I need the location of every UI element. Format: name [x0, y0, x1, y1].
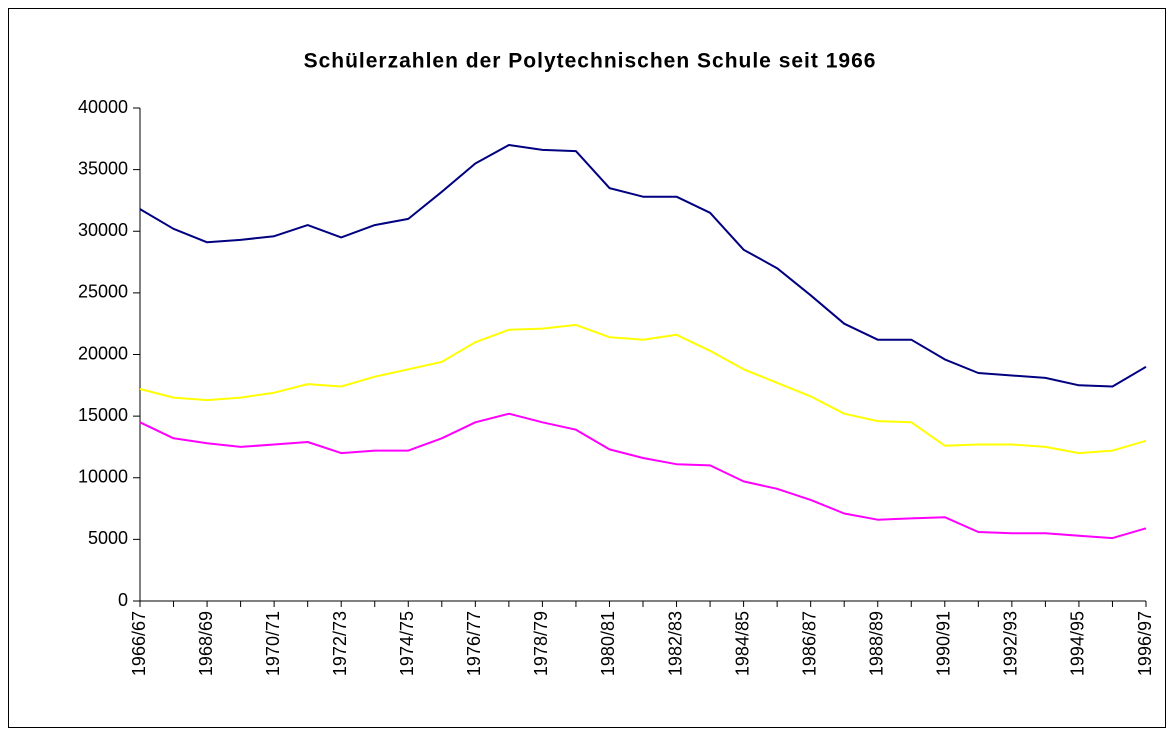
y-tick-label: 25000 — [78, 282, 128, 302]
y-tick-label: 5000 — [88, 528, 128, 548]
x-tick-label: 1970/71 — [263, 611, 283, 676]
x-tick-label: 1966/67 — [129, 611, 149, 676]
x-tick-label: 1986/87 — [799, 611, 819, 676]
x-tick-label: 1968/69 — [196, 611, 216, 676]
y-tick-label: 10000 — [78, 467, 128, 487]
series-line — [139, 412, 1147, 540]
x-tick-label: 1982/83 — [665, 611, 685, 676]
y-tick-label: 15000 — [78, 405, 128, 425]
x-tick-label: 1996/97 — [1135, 611, 1155, 676]
x-tick-label: 1980/81 — [598, 611, 618, 676]
chart-title: Schülerzahlen der Polytechnischen Schule… — [304, 50, 877, 73]
y-tick-label: 35000 — [78, 158, 128, 178]
x-tick-label: 1978/79 — [531, 611, 551, 676]
series-line — [139, 144, 1147, 388]
y-tick-label: 20000 — [78, 343, 128, 363]
x-tick-label: 1984/85 — [732, 611, 752, 676]
y-tick-label: 30000 — [78, 220, 128, 240]
series-line — [139, 323, 1147, 455]
y-tick-label: 0 — [118, 590, 128, 610]
x-tick-label: 1976/77 — [464, 611, 484, 676]
y-tick-label: 40000 — [78, 97, 128, 117]
x-tick-label: 1974/75 — [397, 611, 417, 676]
chart-frame — [8, 8, 1166, 728]
x-tick-label: 1992/93 — [1001, 611, 1021, 676]
x-tick-label: 1972/73 — [330, 611, 350, 676]
x-tick-label: 1994/95 — [1068, 611, 1088, 676]
x-tick-label: 1988/89 — [866, 611, 886, 676]
x-tick-label: 1990/91 — [934, 611, 954, 676]
